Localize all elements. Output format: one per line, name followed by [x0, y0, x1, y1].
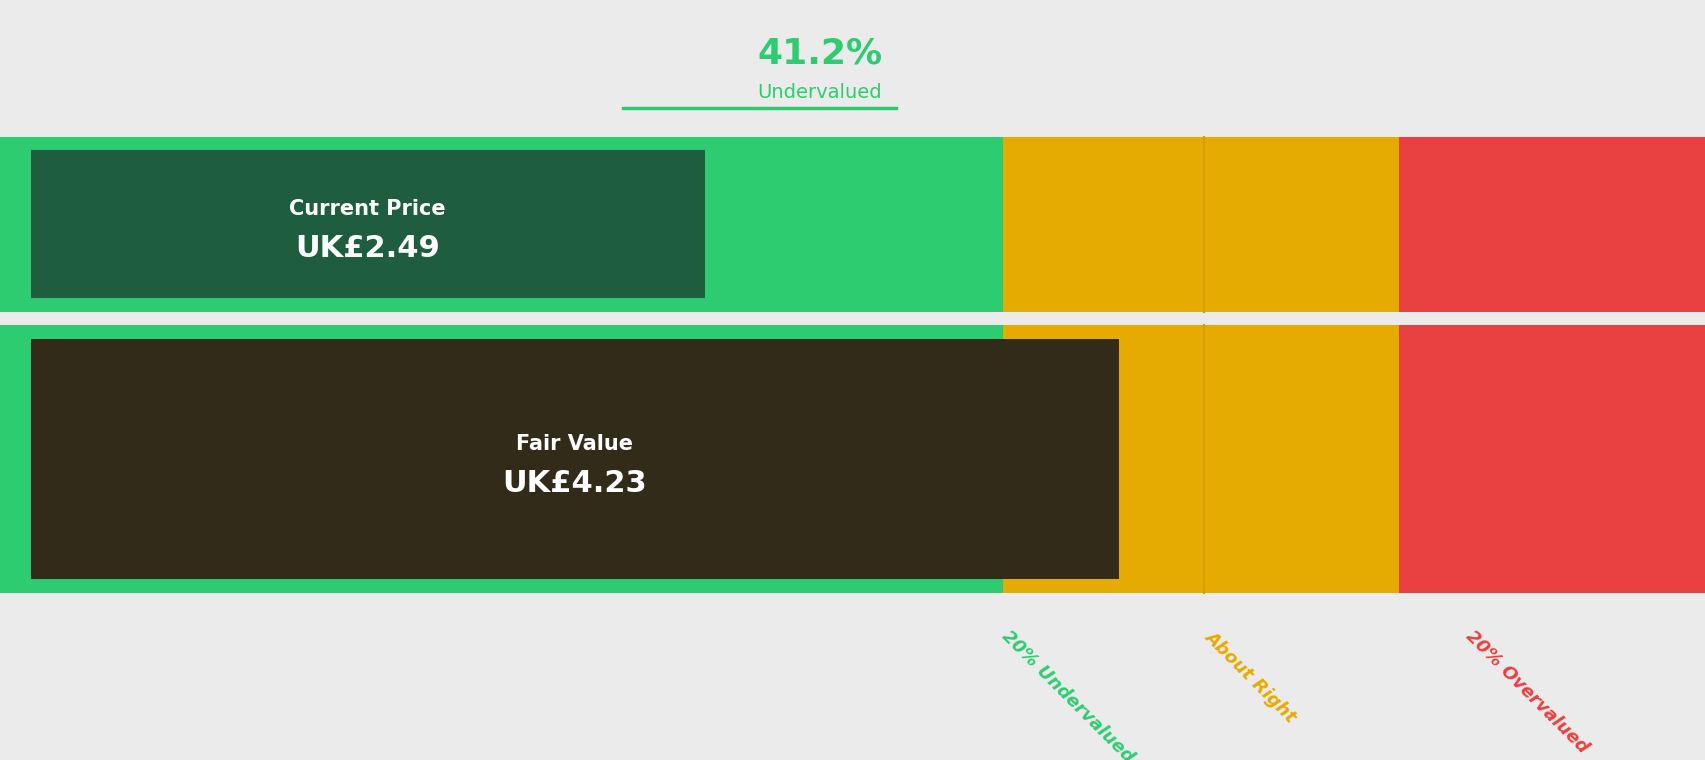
- Bar: [31, 339, 1118, 579]
- Text: 20% Overvalued: 20% Overvalued: [1461, 627, 1591, 757]
- Bar: [0, 137, 1003, 312]
- Bar: [1003, 137, 1398, 312]
- Bar: [1398, 325, 1705, 593]
- Bar: [31, 150, 704, 298]
- Text: Fair Value: Fair Value: [517, 434, 633, 454]
- Text: Current Price: Current Price: [290, 199, 445, 219]
- Bar: [1398, 137, 1705, 312]
- Text: UK£2.49: UK£2.49: [295, 234, 440, 263]
- Text: About Right: About Right: [1200, 627, 1299, 726]
- Bar: [1003, 325, 1398, 593]
- Text: UK£4.23: UK£4.23: [503, 469, 646, 498]
- Text: Undervalued: Undervalued: [757, 84, 881, 103]
- Bar: [0, 325, 1003, 593]
- Text: 41.2%: 41.2%: [757, 36, 881, 70]
- Text: 20% Undervalued: 20% Undervalued: [997, 627, 1137, 760]
